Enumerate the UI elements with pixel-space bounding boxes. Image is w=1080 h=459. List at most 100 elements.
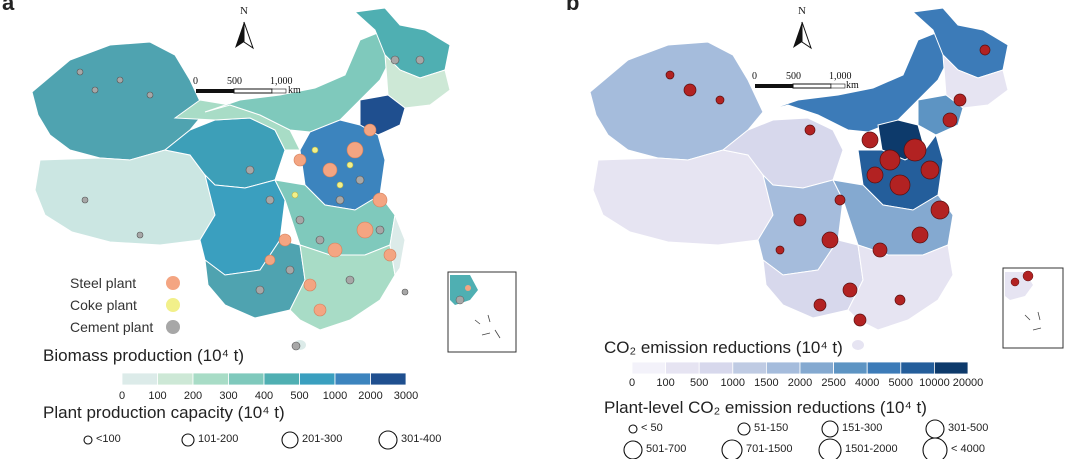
colorbar-a-title: Biomass production (10⁴ t) — [43, 346, 245, 365]
plant-reduction-dot — [866, 166, 884, 184]
plant-reduction-dot — [775, 245, 785, 255]
size-legend-circle — [925, 419, 945, 439]
steel-plant-dot — [346, 141, 364, 159]
plant-reduction-dot — [942, 112, 958, 128]
colorbar-tick-label: 3000 — [393, 390, 419, 402]
size-legend-b-circles — [623, 419, 948, 459]
steel-plant-dot — [322, 162, 338, 178]
colorbar-segment — [192, 372, 229, 386]
plant-reduction-dot — [930, 200, 950, 220]
map-b-region-tibet — [592, 149, 774, 246]
size-legend-circle — [181, 433, 195, 447]
map-b-south-sea-inset — [1002, 267, 1064, 349]
map-a-scale-0: 0 — [193, 76, 198, 87]
legend-steel-plant-label: Steel plant — [70, 275, 137, 291]
colorbar-tick-label: 2000 — [358, 390, 383, 402]
size-legend-label: 501-700 — [646, 443, 687, 455]
size-legend-label: 201-300 — [302, 433, 343, 445]
colorbar-segment — [157, 372, 194, 386]
legend-cement-plant-swatch — [166, 320, 180, 334]
size-legend-circle — [737, 422, 751, 436]
panel-b-letter: b — [566, 0, 580, 15]
colorbar-tick-label: 2000 — [787, 377, 813, 389]
cement-plant-dot — [116, 76, 124, 84]
plant-reduction-dot — [834, 194, 846, 206]
map-b-north-arrow-icon — [793, 21, 812, 50]
colorbar-segment — [299, 372, 336, 386]
cement-plant-dot — [255, 285, 265, 295]
legend-cement-plant-label: Cement plant — [70, 319, 154, 335]
colorbar-tick-label: 100 — [148, 390, 167, 402]
cement-plant-dot — [146, 91, 154, 99]
size-legend-circle — [721, 439, 743, 459]
panel-a-letter: a — [2, 0, 15, 15]
size-legend-label: < 4000 — [951, 443, 985, 455]
coke-plant-dot — [336, 181, 344, 189]
cement-plant-dot — [81, 196, 89, 204]
cement-plant-dot — [295, 215, 305, 225]
legend-steel-plant-swatch — [166, 276, 180, 290]
size-legend-circle — [821, 420, 839, 438]
plant-reduction-dot — [920, 160, 940, 180]
steel-plant-dot — [313, 303, 327, 317]
colorbar-segment — [732, 361, 767, 375]
plant-reduction-dot — [715, 95, 725, 105]
size-legend-label: 301-500 — [948, 422, 989, 434]
plant-reduction-dot — [813, 298, 827, 312]
colorbar-tick-label: 100 — [656, 377, 675, 389]
map-b — [589, 7, 1009, 350]
size-legend-b-title: Plant-level CO₂ emission reductions (10⁴… — [604, 398, 927, 417]
colorbar-tick-label: 200 — [183, 390, 203, 402]
cement-plant-dot — [355, 175, 365, 185]
size-legend-circle — [83, 435, 93, 445]
map-b-region-south — [847, 244, 954, 331]
plant-reduction-dot — [903, 138, 927, 162]
map-b-scale-bar — [755, 83, 846, 89]
cement-plant-dot — [375, 225, 385, 235]
plant-reduction-dot — [842, 282, 858, 298]
colorbar-tick-label: 500 — [690, 377, 709, 389]
colorbar-segment — [665, 361, 700, 375]
colorbar-segment — [631, 361, 666, 375]
map-a-south-sea-inset — [447, 271, 517, 353]
colorbar-tick-label: 0 — [628, 377, 636, 389]
map-a-scale-bar — [196, 88, 287, 94]
cement-plant-dot — [265, 195, 275, 205]
map-a-scale-1000: 1,000 — [270, 76, 293, 87]
cement-plant-dot — [76, 68, 84, 76]
colorbar-b-title: CO₂ emission reductions (10⁴ t) — [604, 338, 843, 357]
map-b-plant-dots — [665, 44, 991, 327]
colorbar-tick-label: 300 — [219, 390, 238, 402]
plant-reduction-dot — [804, 124, 816, 136]
colorbar-tick-label: 400 — [254, 390, 274, 402]
plant-reduction-dot — [872, 242, 888, 258]
map-b-north-label: N — [798, 5, 806, 17]
cement-plant-dot — [315, 235, 325, 245]
steel-plant-dot — [383, 248, 397, 262]
colorbar-segment — [334, 372, 371, 386]
cement-plant-dot — [390, 55, 400, 65]
map-a-plant-dots — [76, 55, 425, 351]
map-a-region-east — [379, 194, 406, 277]
plant-reduction-dot — [879, 149, 901, 171]
steel-plant-dot — [372, 192, 388, 208]
steel-plant-dot — [293, 153, 307, 167]
colorbar-tick-label: 5000 — [888, 377, 914, 389]
colorbar-tick-label: 1500 — [754, 377, 779, 389]
cement-plant-dot — [285, 265, 295, 275]
size-legend-label: 1501-2000 — [845, 443, 898, 455]
size-legend-a-circles — [83, 430, 398, 450]
colorbar-tick-label: 0 — [118, 390, 126, 402]
map-b-scale-1000: 1,000 — [829, 71, 852, 82]
colorbar-segment — [698, 361, 734, 375]
size-legend-circle — [922, 437, 948, 459]
map-a-region-qinghai — [163, 117, 286, 189]
size-legend-circle — [281, 431, 299, 449]
colorbar-tick-label: 10000 — [919, 377, 950, 389]
cement-plant-dot — [401, 288, 409, 296]
plant-reduction-dot — [793, 213, 807, 227]
size-legend-label: <100 — [96, 433, 121, 445]
plant-reduction-dot — [665, 70, 675, 80]
plant-reduction-dot — [821, 231, 839, 249]
